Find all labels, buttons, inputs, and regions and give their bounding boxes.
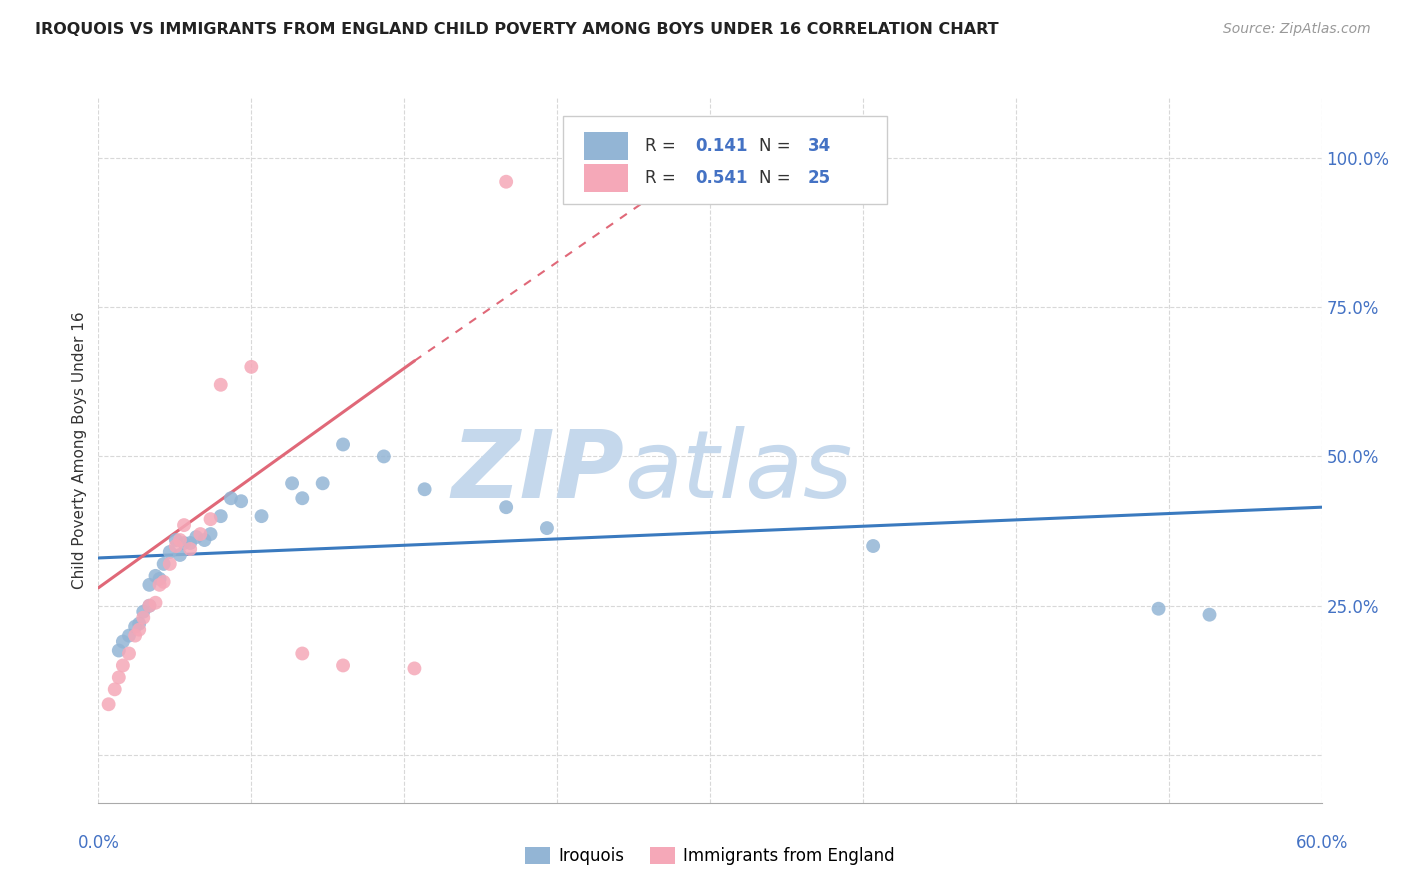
Text: 0.141: 0.141 xyxy=(696,137,748,155)
Text: R =: R = xyxy=(645,169,681,186)
Point xyxy=(104,682,127,697)
Point xyxy=(152,557,174,571)
FancyBboxPatch shape xyxy=(564,116,887,204)
Point xyxy=(209,509,232,524)
Point xyxy=(169,548,191,562)
Point xyxy=(124,629,146,643)
Point xyxy=(200,527,222,541)
Text: 34: 34 xyxy=(808,137,831,155)
Text: ZIP: ZIP xyxy=(451,425,624,517)
Point xyxy=(149,578,172,592)
Point xyxy=(138,599,160,613)
Text: 0.541: 0.541 xyxy=(696,169,748,186)
Point xyxy=(132,605,155,619)
Point xyxy=(165,533,187,547)
Point xyxy=(413,483,436,497)
Y-axis label: Child Poverty Among Boys Under 16: Child Poverty Among Boys Under 16 xyxy=(72,311,87,590)
Point xyxy=(332,437,354,451)
Point xyxy=(124,620,146,634)
FancyBboxPatch shape xyxy=(583,163,628,192)
Point xyxy=(240,359,263,374)
Point xyxy=(209,377,232,392)
Point xyxy=(108,670,131,684)
Point xyxy=(179,541,201,556)
Point xyxy=(128,623,150,637)
Point xyxy=(173,536,195,550)
Point xyxy=(862,539,884,553)
Text: 60.0%: 60.0% xyxy=(1295,834,1348,852)
Point xyxy=(145,596,167,610)
Point xyxy=(291,491,314,506)
Point xyxy=(495,500,517,515)
Text: 25: 25 xyxy=(808,169,831,186)
Point xyxy=(159,545,181,559)
Point xyxy=(536,521,558,535)
Point xyxy=(111,658,134,673)
Text: atlas: atlas xyxy=(624,426,852,517)
Point xyxy=(138,599,160,613)
Point xyxy=(291,647,314,661)
Text: N =: N = xyxy=(759,169,796,186)
Point xyxy=(200,512,222,526)
Point xyxy=(193,533,215,547)
Text: R =: R = xyxy=(645,137,681,155)
Text: N =: N = xyxy=(759,137,796,155)
Point xyxy=(138,578,160,592)
Point xyxy=(312,476,335,491)
Point xyxy=(118,629,141,643)
Point xyxy=(132,610,155,624)
Point xyxy=(118,647,141,661)
Point xyxy=(128,616,150,631)
Point xyxy=(373,450,395,464)
Point xyxy=(250,509,273,524)
Point xyxy=(281,476,304,491)
FancyBboxPatch shape xyxy=(583,132,628,161)
Point xyxy=(1147,601,1170,615)
Point xyxy=(219,491,242,506)
Point xyxy=(111,634,134,648)
Point xyxy=(231,494,253,508)
Point xyxy=(186,530,208,544)
Point xyxy=(332,658,354,673)
Text: Source: ZipAtlas.com: Source: ZipAtlas.com xyxy=(1223,22,1371,37)
Point xyxy=(149,572,172,586)
Point xyxy=(173,518,195,533)
Point xyxy=(97,698,120,712)
Point xyxy=(495,175,517,189)
Point xyxy=(165,539,187,553)
Point xyxy=(159,557,181,571)
Point xyxy=(1198,607,1220,622)
Point xyxy=(152,574,174,589)
Point xyxy=(188,527,212,541)
Text: 0.0%: 0.0% xyxy=(77,834,120,852)
Point xyxy=(169,533,191,547)
Point xyxy=(145,569,167,583)
Text: IROQUOIS VS IMMIGRANTS FROM ENGLAND CHILD POVERTY AMONG BOYS UNDER 16 CORRELATIO: IROQUOIS VS IMMIGRANTS FROM ENGLAND CHIL… xyxy=(35,22,998,37)
Point xyxy=(179,536,201,550)
Point xyxy=(108,643,131,657)
Legend: Iroquois, Immigrants from England: Iroquois, Immigrants from England xyxy=(519,840,901,872)
Point xyxy=(404,661,426,675)
